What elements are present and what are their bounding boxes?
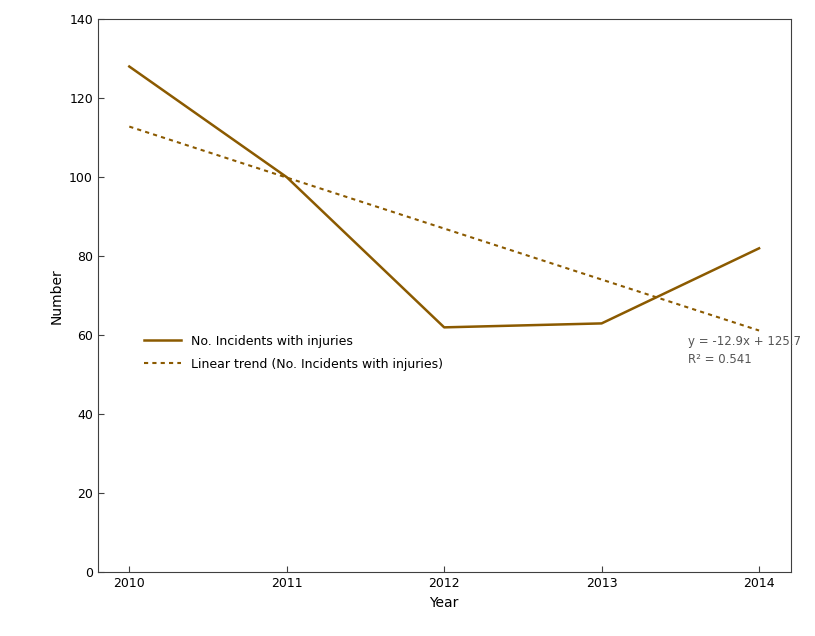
X-axis label: Year: Year <box>430 596 459 610</box>
Legend: No. Incidents with injuries, Linear trend (No. Incidents with injuries): No. Incidents with injuries, Linear tren… <box>139 329 448 376</box>
Text: y = -12.9x + 125.7
R² = 0.541: y = -12.9x + 125.7 R² = 0.541 <box>688 335 801 366</box>
Y-axis label: Number: Number <box>50 268 64 324</box>
